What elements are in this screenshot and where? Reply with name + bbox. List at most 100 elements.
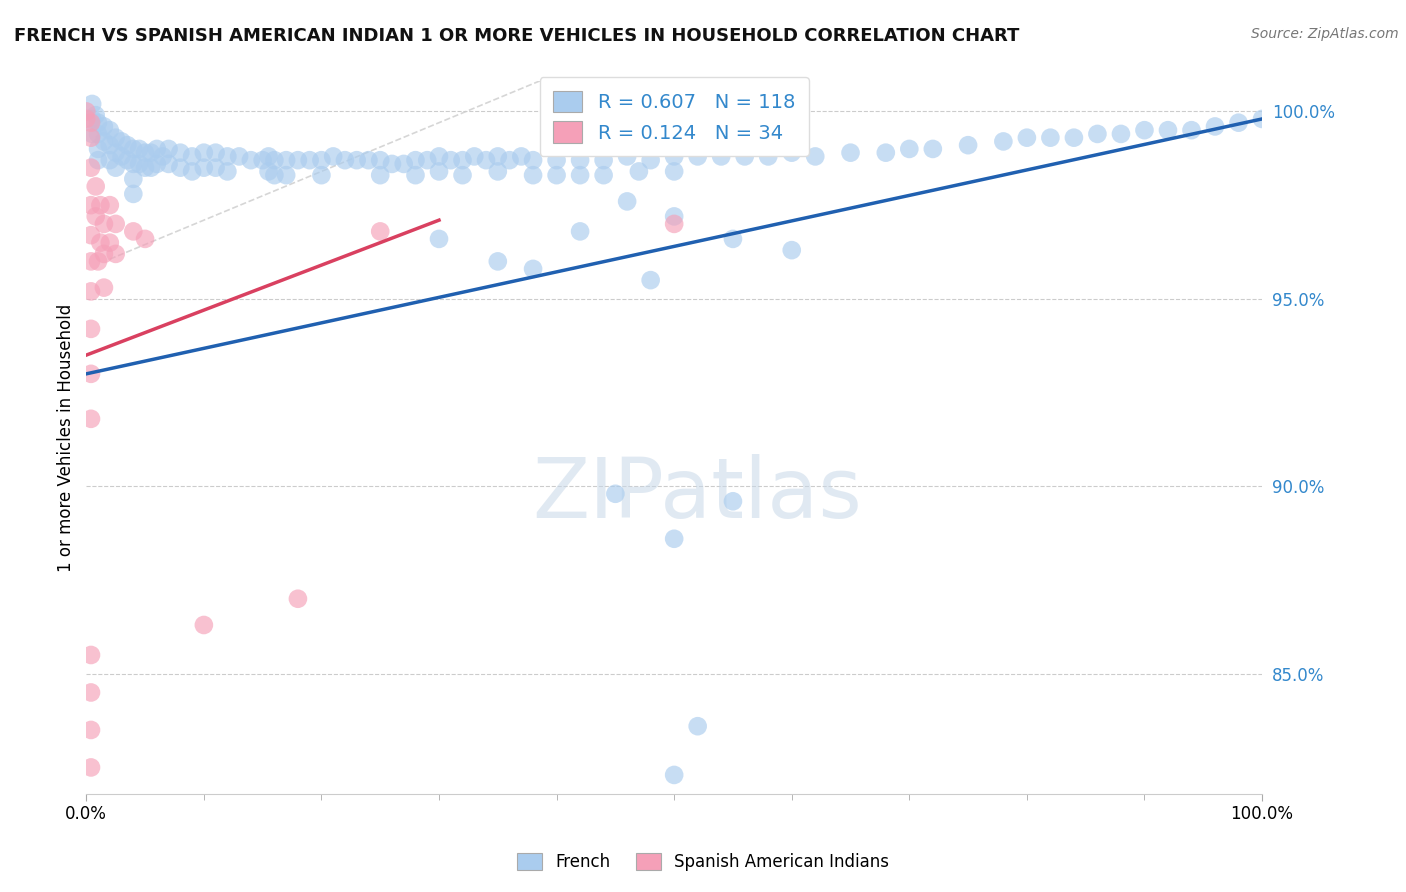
Point xyxy=(686,149,709,163)
Point xyxy=(98,123,121,137)
Point xyxy=(1251,112,1274,126)
Point xyxy=(122,157,145,171)
Point xyxy=(710,149,733,163)
Point xyxy=(122,172,145,186)
Text: ZIPatlas: ZIPatlas xyxy=(533,454,863,535)
Point xyxy=(139,145,162,160)
Point xyxy=(98,153,121,168)
Point xyxy=(427,149,450,163)
Point xyxy=(87,116,110,130)
Point xyxy=(87,142,110,156)
Point xyxy=(122,142,145,156)
Point xyxy=(134,161,156,175)
Point xyxy=(333,153,356,168)
Point xyxy=(80,685,103,699)
Point xyxy=(616,194,638,209)
Point xyxy=(605,487,627,501)
Point xyxy=(640,153,662,168)
Point xyxy=(98,235,121,250)
Point xyxy=(1109,127,1132,141)
Point xyxy=(546,168,568,182)
Point xyxy=(104,130,127,145)
Point xyxy=(89,198,111,212)
Point xyxy=(662,210,685,224)
Point xyxy=(104,161,127,175)
Point xyxy=(510,149,533,163)
Point xyxy=(405,168,427,182)
Point xyxy=(193,145,215,160)
Legend: R = 0.607   N = 118, R = 0.124   N = 34: R = 0.607 N = 118, R = 0.124 N = 34 xyxy=(540,77,808,156)
Point xyxy=(217,164,239,178)
Point xyxy=(80,367,103,381)
Point xyxy=(721,232,744,246)
Point xyxy=(87,254,110,268)
Point xyxy=(204,161,226,175)
Point xyxy=(93,135,115,149)
Point xyxy=(780,243,803,257)
Point xyxy=(80,723,103,737)
Point xyxy=(75,112,97,126)
Point xyxy=(239,153,262,168)
Point xyxy=(1227,116,1250,130)
Point xyxy=(486,149,509,163)
Point xyxy=(80,161,103,175)
Point xyxy=(392,157,415,171)
Point xyxy=(405,153,427,168)
Point xyxy=(662,768,685,782)
Point xyxy=(498,153,520,168)
Point xyxy=(263,153,285,168)
Point xyxy=(440,153,463,168)
Point xyxy=(839,145,862,160)
Point xyxy=(346,153,368,168)
Point xyxy=(104,145,127,160)
Y-axis label: 1 or more Vehicles in Household: 1 or more Vehicles in Household xyxy=(58,303,75,572)
Point xyxy=(756,149,779,163)
Point xyxy=(276,168,298,182)
Point xyxy=(1015,130,1038,145)
Point xyxy=(80,412,103,426)
Text: Source: ZipAtlas.com: Source: ZipAtlas.com xyxy=(1251,27,1399,41)
Point xyxy=(662,149,685,163)
Point xyxy=(298,153,321,168)
Point xyxy=(152,149,174,163)
Point xyxy=(75,104,97,119)
Point xyxy=(117,153,139,168)
Point xyxy=(640,273,662,287)
Point xyxy=(228,149,250,163)
Point xyxy=(146,157,169,171)
Point xyxy=(1039,130,1062,145)
Point xyxy=(993,135,1015,149)
Point xyxy=(662,217,685,231)
Point xyxy=(93,217,115,231)
Point xyxy=(82,112,104,126)
Point xyxy=(80,760,103,774)
Point xyxy=(287,591,309,606)
Point xyxy=(117,138,139,153)
Point xyxy=(82,97,104,112)
Point xyxy=(569,153,592,168)
Point xyxy=(193,618,215,632)
Point xyxy=(486,254,509,268)
Point xyxy=(451,153,474,168)
Legend: French, Spanish American Indians: French, Spanish American Indians xyxy=(509,845,897,880)
Point xyxy=(311,168,333,182)
Point xyxy=(898,142,921,156)
Point xyxy=(451,168,474,182)
Point xyxy=(357,153,380,168)
Point xyxy=(157,142,180,156)
Point xyxy=(84,179,107,194)
Point xyxy=(734,149,756,163)
Point xyxy=(252,153,274,168)
Point xyxy=(146,142,169,156)
Point xyxy=(522,153,544,168)
Point xyxy=(128,142,150,156)
Point xyxy=(368,153,391,168)
Point xyxy=(84,108,107,122)
Point xyxy=(546,153,568,168)
Point xyxy=(181,149,204,163)
Point xyxy=(169,161,191,175)
Point xyxy=(82,127,104,141)
Point xyxy=(322,149,344,163)
Point xyxy=(522,168,544,182)
Point xyxy=(134,232,156,246)
